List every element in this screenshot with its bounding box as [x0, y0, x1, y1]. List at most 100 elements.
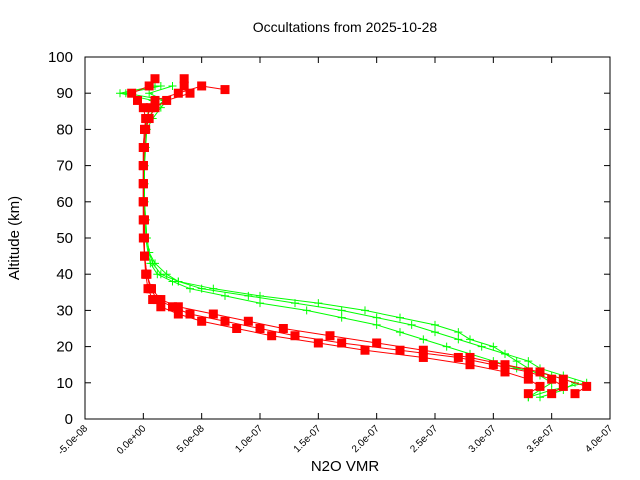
data-point-square — [500, 360, 510, 370]
data-point-square — [150, 74, 160, 84]
data-point-square — [465, 360, 475, 370]
data-point-square — [173, 309, 183, 319]
data-point-square — [147, 284, 156, 294]
data-point-square — [179, 74, 189, 84]
data-point-plus — [337, 313, 346, 322]
data-point-plus — [156, 81, 165, 90]
data-point-square — [313, 338, 323, 348]
x-axis-label: N2O VMR — [311, 458, 380, 475]
data-point-square — [523, 374, 533, 384]
data-point-square — [185, 309, 195, 319]
data-point-square — [547, 374, 557, 384]
data-point-square — [148, 295, 158, 305]
data-point-plus — [536, 393, 544, 402]
x-tick-label: 1.0e-07 — [233, 423, 265, 455]
data-point-square — [395, 345, 405, 355]
data-point-square — [156, 302, 166, 312]
y-axis-label: Altitude (km) — [6, 196, 23, 280]
data-point-plus — [466, 335, 474, 344]
data-point-square — [138, 161, 148, 171]
data-point-plus — [244, 291, 253, 300]
data-point-plus — [512, 364, 521, 373]
data-point-square — [162, 95, 172, 105]
data-point-square — [156, 295, 166, 305]
data-point-square — [523, 367, 533, 377]
x-tick-label: 4.0e-07 — [583, 423, 615, 455]
data-point-square — [197, 316, 207, 326]
y-tick-label: 10 — [56, 375, 73, 392]
data-point-square — [465, 352, 475, 362]
data-point-plus — [151, 259, 159, 268]
data-point-square — [140, 251, 149, 261]
data-point-square — [173, 302, 183, 312]
data-point-square — [558, 381, 568, 391]
data-point-plus — [419, 335, 428, 344]
data-point-plus — [372, 313, 381, 322]
red-profile-3 — [138, 81, 545, 399]
data-point-square — [144, 81, 154, 91]
data-point-square — [145, 103, 155, 113]
red-profile-4 — [138, 74, 568, 399]
data-point-square — [220, 85, 230, 95]
y-tick-label: 70 — [56, 158, 73, 175]
data-point-square — [418, 352, 428, 362]
data-point-square — [150, 95, 160, 105]
data-point-plus — [209, 284, 218, 293]
data-point-plus — [372, 320, 381, 329]
data-point-square — [535, 367, 545, 377]
y-tick-label: 30 — [56, 302, 73, 319]
data-point-plus — [524, 357, 533, 366]
data-point-plus — [221, 291, 229, 300]
x-tick-label: 3.0e-07 — [467, 423, 499, 455]
data-point-square — [138, 215, 148, 225]
data-point-square — [488, 360, 498, 370]
data-point-plus — [256, 291, 264, 300]
data-point-plus — [256, 299, 264, 308]
data-point-plus — [396, 313, 404, 322]
profile-line — [119, 85, 553, 398]
data-point-square — [523, 389, 533, 399]
y-tick-label: 80 — [56, 121, 73, 138]
data-point-plus — [186, 284, 194, 293]
data-point-square — [127, 88, 137, 98]
data-point-plus — [407, 320, 416, 329]
data-point-square — [547, 389, 557, 399]
data-point-plus — [174, 277, 183, 286]
x-tick-label: 5.0e-08 — [175, 423, 207, 455]
data-point-plus — [302, 306, 311, 315]
data-point-plus — [145, 89, 154, 98]
data-point-square — [418, 345, 428, 355]
data-point-square — [197, 81, 207, 91]
data-point-square — [138, 179, 148, 189]
green-profile-1 — [121, 81, 579, 402]
x-tick-label: -5.0e-08 — [56, 423, 90, 457]
y-tick-label: 100 — [48, 49, 73, 66]
y-tick-label: 60 — [56, 194, 73, 211]
data-point-square — [140, 124, 149, 134]
data-point-plus — [396, 328, 404, 337]
data-point-square — [453, 352, 463, 362]
data-point-plus — [512, 357, 521, 366]
green-profile-0 — [116, 81, 556, 402]
y-tick-label: 90 — [56, 85, 73, 102]
y-tick-label: 50 — [56, 230, 73, 247]
data-point-plus — [442, 342, 451, 351]
y-tick-label: 0 — [65, 411, 73, 428]
data-point-plus — [501, 349, 509, 358]
plot-frame — [84, 56, 611, 420]
data-point-square — [138, 103, 148, 113]
data-point-square — [570, 389, 580, 399]
data-point-plus — [153, 270, 162, 279]
data-point-plus — [489, 342, 498, 351]
y-axis: 0 10 20 30 40 50 60 70 80 90 100 — [48, 49, 610, 428]
data-point-square — [150, 103, 160, 113]
data-point-square — [255, 324, 265, 333]
data-point-square — [138, 197, 148, 207]
data-point-plus — [454, 328, 463, 337]
x-tick-label: 1.5e-07 — [292, 423, 324, 455]
data-point-plus — [431, 328, 439, 337]
profile-line — [142, 78, 565, 395]
data-point-square — [232, 324, 242, 333]
data-point-square — [168, 302, 177, 312]
data-point-plus — [361, 306, 369, 315]
